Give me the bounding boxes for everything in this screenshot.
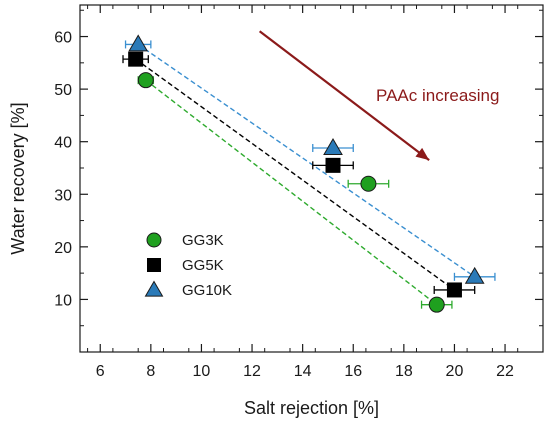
data-point-gg10k <box>128 34 149 52</box>
y-axis-title: Water recovery [%] <box>8 102 28 254</box>
legend-label: GG3K <box>182 232 224 249</box>
series-dashed-line <box>135 58 455 291</box>
annotation-arrow-layer <box>258 30 430 161</box>
x-tick-label: 10 <box>193 363 211 380</box>
x-tick-label: 22 <box>496 363 514 380</box>
data-point-gg3k <box>428 296 445 313</box>
y-tick-label: 40 <box>54 135 72 152</box>
x-tick-label: 6 <box>96 363 105 380</box>
data-point-gg3k <box>360 175 377 192</box>
legend-marker-gg3k <box>146 232 162 248</box>
y-tick-label: 50 <box>54 82 72 99</box>
legend-label: GG5K <box>182 257 224 274</box>
data-point-gg10k <box>464 266 485 284</box>
x-tick-label: 14 <box>294 363 312 380</box>
x-tick-label: 8 <box>146 363 155 380</box>
plot-frame <box>79 4 544 353</box>
data-point-gg5k <box>128 51 144 67</box>
y-tick-label: 20 <box>54 240 72 257</box>
x-axis-title: Salt rejection [%] <box>244 398 379 418</box>
series-dashed-line <box>145 79 438 306</box>
annotation-arrow-head <box>415 147 430 161</box>
fit-lines-layer <box>135 43 476 306</box>
series-dashed-line <box>137 43 476 278</box>
legend-label: GG10K <box>182 282 232 299</box>
legend-marker-gg5k <box>147 258 161 272</box>
data-point-gg10k <box>323 138 343 155</box>
data-point-gg5k <box>325 157 341 173</box>
y-tick-label: 10 <box>54 292 72 309</box>
ticks-layer: 6 8 10 12 14 16 18 20 22 10 20 30 40 50 60 <box>54 5 543 380</box>
x-tick-label: 18 <box>395 363 413 380</box>
legend: GG3K GG5K GG10K <box>144 232 232 299</box>
data-points-layer <box>122 34 496 313</box>
x-tick-label: 16 <box>344 363 362 380</box>
x-tick-label: 20 <box>446 363 464 380</box>
y-tick-label: 30 <box>54 187 72 204</box>
annotation-arrow-shaft <box>258 30 430 161</box>
y-tick-label: 60 <box>54 30 72 47</box>
x-tick-label: 12 <box>243 363 261 380</box>
annotation-label: PAAc increasing <box>376 86 499 105</box>
legend-marker-gg10k <box>144 280 164 297</box>
data-point-gg3k <box>137 72 154 89</box>
data-point-gg5k <box>446 282 462 298</box>
